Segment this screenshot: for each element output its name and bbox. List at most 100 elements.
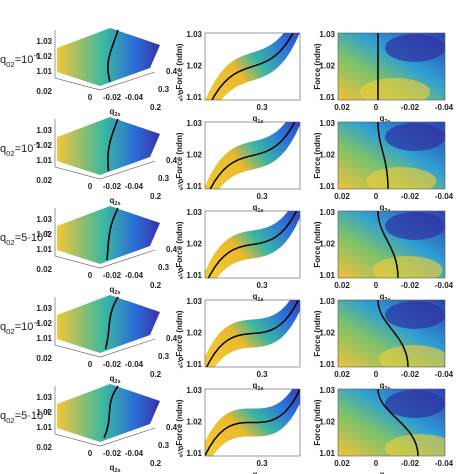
axes-box [204, 299, 301, 368]
label-superscript: -5 [33, 140, 40, 149]
x-tick-label: 0 [374, 459, 379, 468]
x-axis-label: q2s [109, 107, 120, 118]
label-name: q [109, 463, 114, 472]
label-name: q [109, 196, 114, 205]
z-tick-label: 1.01 [36, 67, 52, 76]
x-tick-label: 0.02 [36, 443, 52, 452]
axes-box [204, 121, 301, 190]
label-name: q [379, 203, 384, 212]
y-tick-label: 1.03 [186, 30, 202, 39]
y-tick-label: 0.2 [150, 192, 162, 201]
force-map-blob [378, 345, 445, 367]
force-curve [209, 122, 296, 189]
label-name: q [0, 143, 6, 155]
x-tick-label: -0.04 [125, 360, 144, 369]
x-axis-label: q1s [252, 381, 263, 392]
label-name: q [109, 285, 114, 294]
panel-plot [205, 389, 300, 456]
x-tick-label: 0.3 [256, 192, 268, 201]
force-curve [377, 300, 409, 367]
y-tick-label: 1.01 [186, 93, 202, 102]
y-tick-label: 1.02 [319, 62, 335, 71]
surface-curve [107, 29, 119, 83]
x-tick-label: -0.02 [103, 182, 122, 191]
label-name: q [252, 292, 257, 301]
label-name: q [0, 232, 6, 244]
y-tick-label: 1.03 [319, 297, 335, 306]
x-tick-label: 0.3 [256, 370, 268, 379]
z-tick-label: 1.02 [36, 141, 52, 150]
y-axis-label: Force (ndm) [313, 399, 322, 446]
y-axis-label: Force (ndm) [175, 399, 184, 446]
label-superscript: -4 [33, 318, 41, 327]
force-map-blob [385, 212, 445, 240]
x-axis-label: q2s [109, 196, 120, 207]
y-axis-label: q1s [174, 266, 189, 281]
x-axis-label: q1s [252, 470, 263, 474]
y-tick-label: 1.03 [186, 119, 202, 128]
axes-box [337, 32, 446, 101]
x-tick-label: -0.02 [401, 459, 420, 468]
force-curve [377, 211, 399, 278]
y-tick-label: 1.03 [186, 386, 202, 395]
x-tick-label: -0.02 [103, 360, 122, 369]
force-map-blob [360, 78, 430, 100]
z-tick-label: 1.01 [36, 423, 52, 432]
label-name: q [0, 410, 6, 422]
surface [57, 295, 160, 353]
x-tick-label: 0.02 [36, 354, 52, 363]
row-label: q02=5·10-5 [0, 229, 50, 247]
label-subscript: 2s [114, 290, 120, 296]
label-subscript: 1s [176, 451, 184, 459]
y-tick-label: 0.4 [166, 67, 178, 76]
y-tick-label: 1.01 [319, 93, 335, 102]
y-axis-label: Force (ndm) [175, 310, 184, 357]
z-tick-label: 1.03 [36, 37, 52, 46]
x-tick-label: -0.04 [125, 271, 144, 280]
row-label: q02=5·10-4 [0, 407, 51, 425]
x-axis-label: q2s [109, 374, 120, 385]
y-axis-label: Force (ndm) [313, 132, 322, 179]
label-superscript: -6 [33, 51, 40, 60]
force-map-blob [385, 301, 445, 329]
label-subscript: 02 [6, 327, 15, 336]
label-rhs: =10 [15, 54, 34, 66]
axes-box [204, 210, 301, 279]
panel-plot [338, 389, 445, 456]
z-tick-label: 1.02 [36, 230, 52, 239]
x-tick-label: 0 [88, 182, 93, 191]
x-tick-label: -0.04 [125, 93, 144, 102]
box-edge [54, 30, 156, 91]
panel-plot [338, 300, 445, 367]
x-axis-label: q1s [252, 292, 263, 303]
x-tick-label: 0.02 [334, 103, 350, 112]
y-tick-label: 1.02 [186, 329, 202, 338]
z-tick-label: 1.03 [36, 304, 52, 313]
z-tick-label: 1.01 [36, 156, 52, 165]
row-label: q02=10-4 [0, 318, 41, 336]
label-subscript: 02 [6, 60, 15, 69]
panel-plot [338, 211, 445, 278]
force-map-blob [372, 256, 443, 278]
x-tick-label: -0.04 [435, 459, 454, 468]
y-tick-label: 1.02 [186, 418, 202, 427]
y-axis-label: Force (ndm) [313, 43, 322, 90]
y-axis-label: Force (ndm) [175, 221, 184, 268]
panel-plot [338, 33, 445, 100]
y-tick-label: 1.01 [186, 449, 202, 458]
surface-curve [103, 385, 119, 439]
force-curve [205, 300, 300, 367]
label-subscript: 2s [114, 112, 120, 118]
label-subscript: 1s [176, 273, 184, 281]
label-name: q [379, 470, 384, 474]
force-curve [207, 211, 298, 278]
label-name: q [0, 321, 6, 333]
y-tick-label: 0.2 [150, 459, 162, 468]
y-tick-label: 0.3 [158, 441, 170, 450]
x-tick-label: -0.02 [103, 93, 122, 102]
box-edge [54, 386, 156, 447]
y-axis-label: Force (ndm) [313, 221, 322, 268]
y-tick-label: 1.01 [319, 360, 335, 369]
x-axis-label: q1s [252, 114, 263, 125]
box-edge [54, 208, 156, 269]
